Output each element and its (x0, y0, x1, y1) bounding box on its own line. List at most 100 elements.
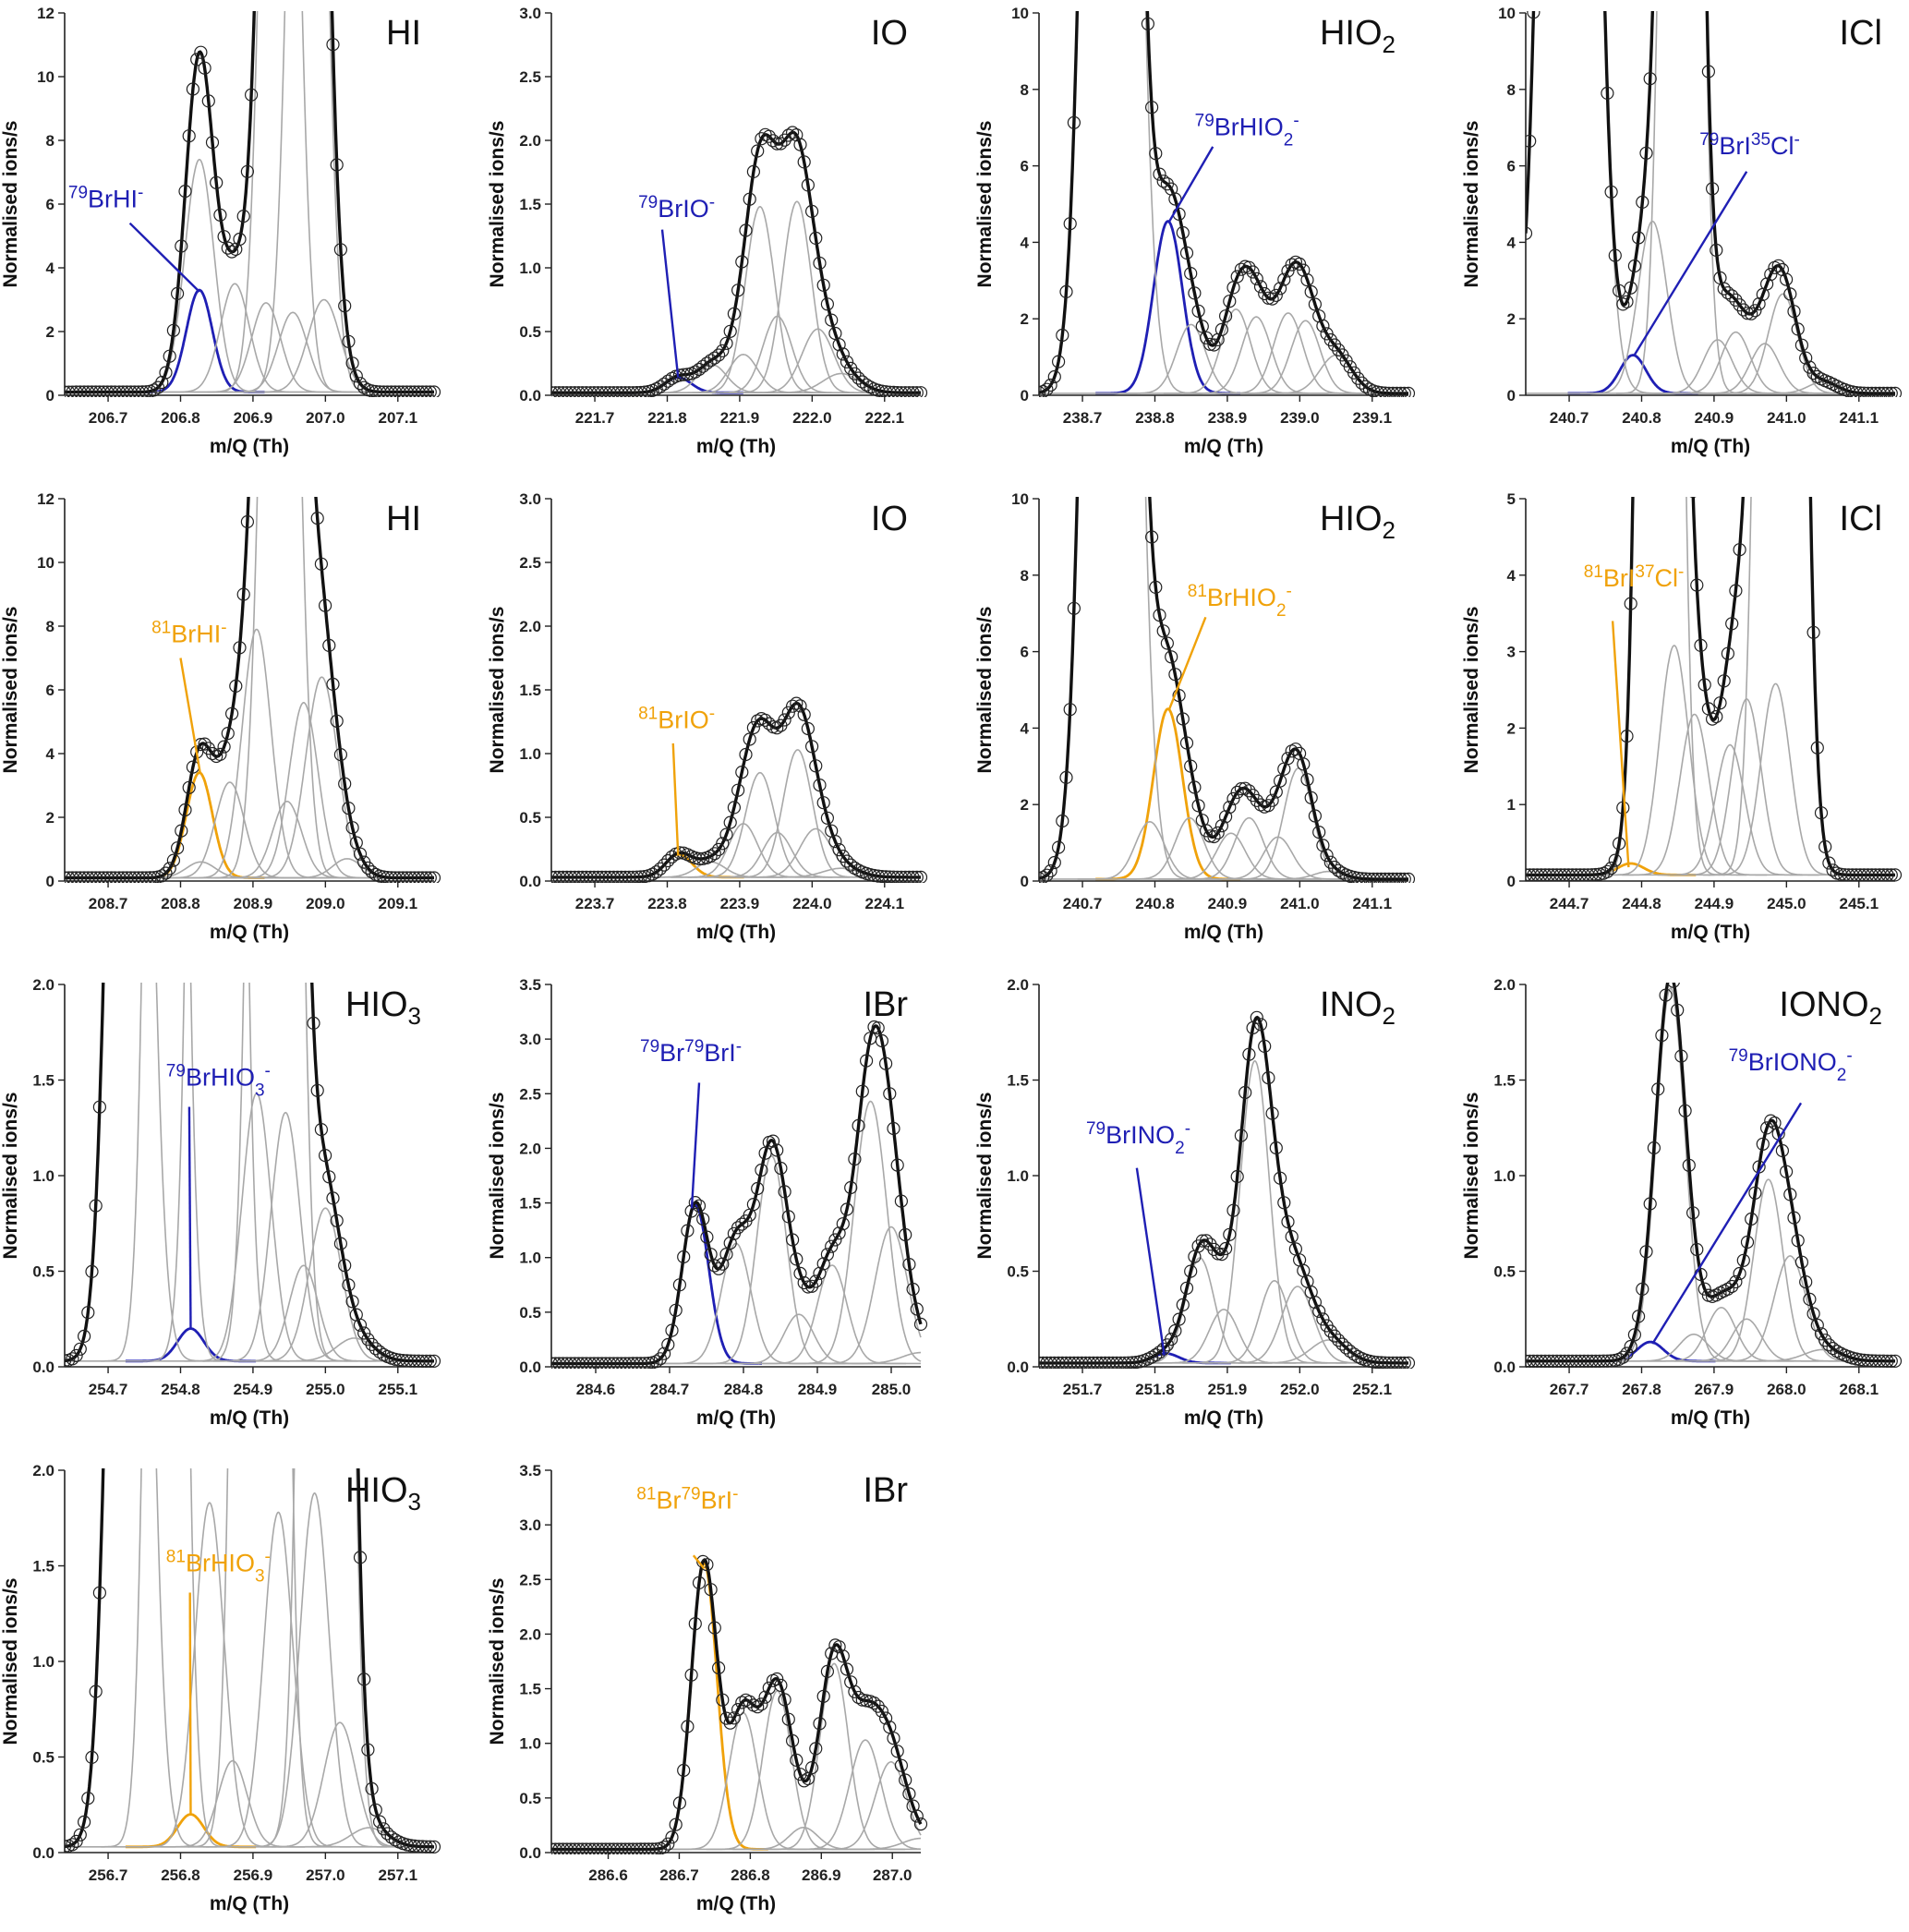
data-point (852, 1690, 865, 1705)
panel-hio2-81: 0 2 4 6 8 10 240.7 240.8 240.9 241.0 241.1 m/Q (Th)… (974, 490, 1416, 943)
data-point (1791, 1234, 1805, 1248)
x-tick-label: 256.8 (161, 1866, 200, 1884)
data-point (147, 383, 161, 397)
component-peak (101, 983, 232, 1362)
component-peak (1616, 11, 1747, 394)
data-point (81, 1792, 95, 1805)
y-tick-label: 0.5 (32, 1749, 54, 1767)
label-subscript: 2 (1837, 1066, 1847, 1085)
data-point (1880, 386, 1894, 397)
title-text: HI (386, 14, 421, 53)
label-leader-line (1611, 621, 1630, 868)
data-point (186, 82, 199, 96)
data-point (92, 1100, 107, 1114)
data-point (778, 1185, 791, 1199)
data-point (319, 598, 332, 612)
data-point (727, 801, 742, 815)
panel-icl-81: 0 1 2 3 4 5 244.7 244.8 244.9 245.0 245.1 m/Q (Th) N… (1461, 490, 1903, 943)
y-tick-label: 0.0 (519, 873, 541, 890)
x-axis-label: m/Q (Th) (1184, 1407, 1263, 1429)
species-label: 79Br79BrI- (640, 1036, 742, 1067)
total-fit (551, 130, 921, 394)
label-text: BrHIO (186, 1550, 255, 1577)
species-label: 79BrIONO2- (1729, 1046, 1853, 1085)
x-tick-label: 244.9 (1695, 895, 1734, 912)
data-point (342, 801, 356, 815)
data-point (910, 1302, 924, 1316)
data-point (1698, 678, 1711, 692)
data-point (1199, 1234, 1214, 1248)
x-tick-label: 223.7 (575, 895, 615, 912)
data-point (314, 1122, 328, 1137)
x-tick-label: 256.9 (234, 1866, 273, 1884)
data-point (1674, 1049, 1688, 1063)
y-tick-label: 1.5 (1493, 1072, 1516, 1090)
y-tick-label: 3.5 (519, 1462, 541, 1479)
data-point (330, 1214, 344, 1227)
data-point (1184, 267, 1198, 281)
component-peak (1621, 1334, 1767, 1362)
data-point (727, 1711, 742, 1725)
plot-area (551, 1020, 928, 1369)
species-label: 79BrHIO2- (1195, 111, 1299, 150)
label-subscript: 2 (1276, 600, 1287, 620)
y-tick-label: 8 (1021, 81, 1029, 99)
data-point (816, 278, 830, 292)
data-point (1179, 1281, 1194, 1295)
data-point (213, 747, 227, 762)
data-point (751, 1181, 765, 1196)
data-point (804, 1760, 819, 1775)
data-point (681, 1720, 695, 1733)
x-tick-label: 257.1 (379, 1866, 418, 1884)
data-point (661, 1337, 675, 1352)
label-leader-line (179, 658, 201, 773)
total-fit (551, 701, 921, 879)
label-subscript: 2 (1175, 1138, 1185, 1157)
data-point (1639, 146, 1653, 160)
x-tick-label: 285.0 (872, 1381, 912, 1398)
data-point (867, 1696, 881, 1710)
x-tick-label: 251.9 (1208, 1381, 1248, 1398)
data-point (894, 1194, 909, 1208)
data-point (813, 778, 827, 792)
data-point (1059, 284, 1073, 298)
data-point (326, 677, 340, 692)
component-peak (212, 1111, 358, 1362)
data-point (1316, 1312, 1330, 1326)
data-point (1721, 646, 1735, 660)
component-peak (1708, 497, 1854, 876)
data-point (790, 696, 803, 710)
data-point (875, 1704, 889, 1719)
data-point (704, 1248, 718, 1262)
x-tick-label: 239.1 (1353, 409, 1393, 427)
component-peak (252, 1468, 398, 1848)
x-tick-label: 207.1 (379, 409, 418, 427)
label-leader-line (188, 1592, 192, 1815)
x-tick-label: 241.0 (1767, 409, 1806, 427)
data-point (852, 1118, 865, 1133)
x-axis-label: m/Q (Th) (696, 436, 776, 457)
data-point (1063, 217, 1077, 231)
x-tick-label: 224.0 (792, 895, 832, 912)
data-point (1717, 282, 1731, 296)
data-point (310, 1083, 324, 1097)
data-point (766, 1134, 780, 1148)
data-point (755, 1163, 768, 1177)
data-point (906, 1282, 920, 1297)
data-point (793, 138, 807, 151)
data-point (1165, 650, 1178, 664)
data-point (1176, 1298, 1190, 1312)
data-point (665, 1830, 679, 1844)
data-point (746, 720, 761, 735)
data-point (1308, 809, 1323, 823)
data-point (1394, 386, 1408, 397)
title-text: HIO (1320, 500, 1383, 538)
data-point (649, 865, 663, 879)
data-point (213, 208, 227, 222)
data-point (1631, 231, 1646, 245)
x-tick-label: 209.0 (306, 895, 345, 912)
data-point (1359, 380, 1372, 393)
data-point (801, 721, 816, 736)
data-point (1624, 1339, 1637, 1354)
